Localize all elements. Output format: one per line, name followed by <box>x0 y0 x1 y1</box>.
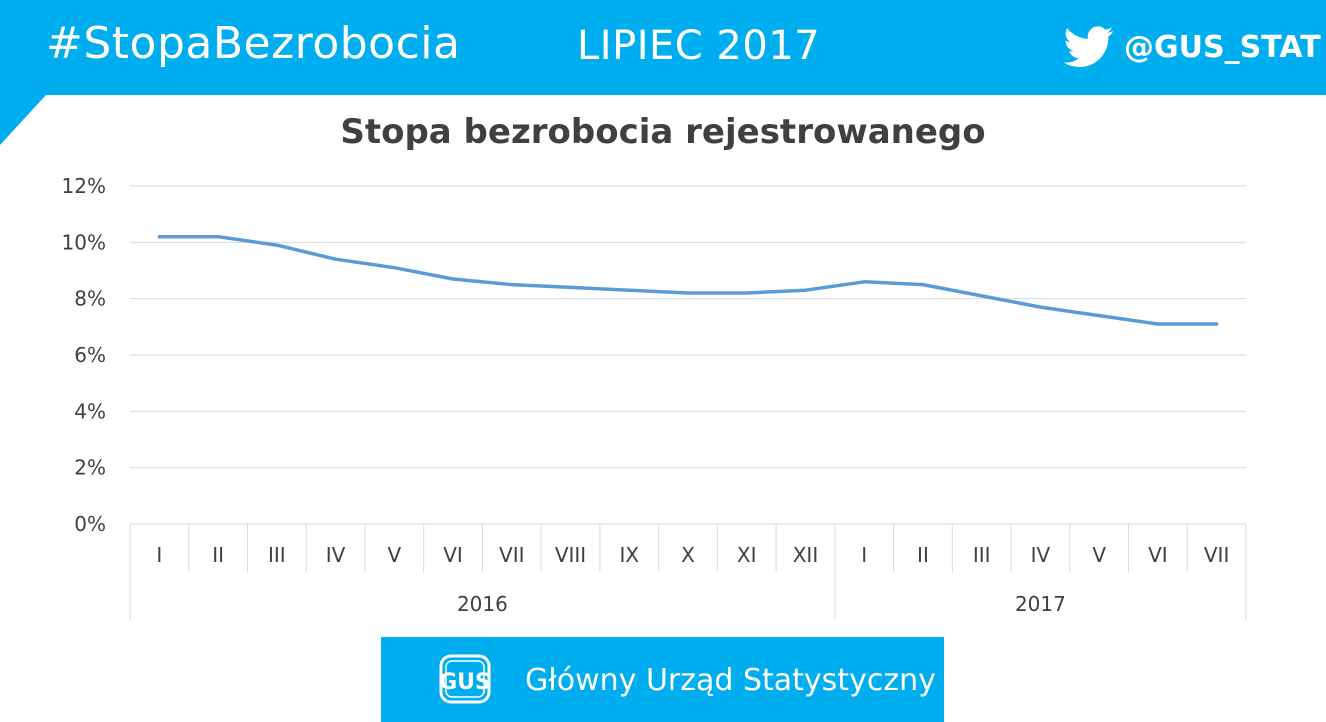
x-tick-label: VI <box>1148 543 1168 567</box>
x-tick-label: I <box>156 543 162 567</box>
x-tick-label: III <box>268 543 286 567</box>
x-tick-label: IV <box>326 543 346 567</box>
data-point <box>392 266 396 270</box>
y-tick-label: 4% <box>74 399 106 423</box>
x-tick-label: II <box>917 543 929 567</box>
data-point <box>157 235 161 239</box>
x-tick-label: X <box>681 543 695 567</box>
data-point <box>510 283 514 287</box>
x-tick-label: VII <box>1204 543 1229 567</box>
y-tick-label: 0% <box>74 512 106 536</box>
data-point <box>803 288 807 292</box>
data-point <box>980 294 984 298</box>
data-point <box>1156 322 1160 326</box>
gus-logo-icon: GUS <box>439 654 491 704</box>
gus-logo-text: GUS <box>439 670 491 695</box>
data-point <box>451 277 455 281</box>
twitter-handle[interactable]: @GUS_STAT <box>1124 30 1321 65</box>
chart-title: Stopa bezrobocia rejestrowanego <box>340 112 986 152</box>
data-point <box>627 288 631 292</box>
footer-institution-name: Główny Urząd Statystyczny <box>525 663 936 698</box>
x-group-label: 2017 <box>1015 592 1066 616</box>
y-tick-label: 12% <box>62 174 106 198</box>
y-tick-label: 2% <box>74 456 106 480</box>
data-point <box>862 280 866 284</box>
data-point <box>745 291 749 295</box>
data-point <box>1215 322 1219 326</box>
x-tick-label: XII <box>793 543 819 567</box>
x-tick-label: IV <box>1031 543 1051 567</box>
x-tick-label: V <box>387 543 401 567</box>
x-tick-label: VII <box>499 543 524 567</box>
x-tick-label: XI <box>737 543 757 567</box>
y-tick-label: 10% <box>62 230 106 254</box>
data-point <box>1097 314 1101 318</box>
y-tick-label: 6% <box>74 343 106 367</box>
x-tick-label: IX <box>619 543 639 567</box>
data-point <box>569 285 573 289</box>
x-group-label: 2016 <box>457 592 508 616</box>
header-corner-accent <box>0 95 46 145</box>
hashtag-title: #StopaBezrobocia <box>46 18 461 69</box>
x-tick-label: III <box>973 543 991 567</box>
x-tick-label: V <box>1092 543 1106 567</box>
x-tick-label: I <box>861 543 867 567</box>
data-point <box>1038 305 1042 309</box>
y-tick-label: 8% <box>74 287 106 311</box>
data-point <box>216 235 220 239</box>
data-point <box>334 257 338 261</box>
x-tick-label: VI <box>443 543 463 567</box>
data-point <box>275 243 279 247</box>
data-point <box>686 291 690 295</box>
x-tick-label: VIII <box>555 543 586 567</box>
series-line <box>157 234 1219 326</box>
twitter-bird-icon <box>1064 26 1114 67</box>
data-point <box>921 283 925 287</box>
period-label: LIPIEC 2017 <box>577 23 821 69</box>
x-tick-label: II <box>212 543 224 567</box>
footer-banner: GUS Główny Urząd Statystyczny <box>381 637 944 722</box>
